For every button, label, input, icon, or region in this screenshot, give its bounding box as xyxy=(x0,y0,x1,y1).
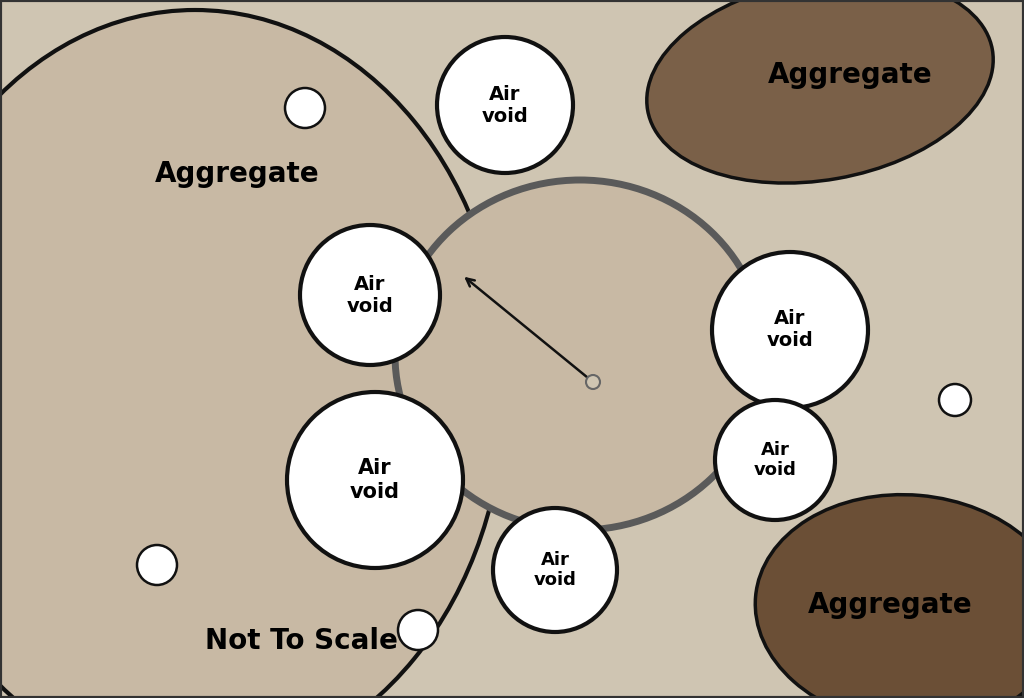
Circle shape xyxy=(398,610,438,650)
Ellipse shape xyxy=(287,392,463,568)
Text: Not To Scale: Not To Scale xyxy=(205,627,398,655)
Ellipse shape xyxy=(437,37,573,173)
Text: Air
void: Air void xyxy=(767,309,813,350)
Ellipse shape xyxy=(300,225,440,365)
Circle shape xyxy=(939,384,971,416)
Ellipse shape xyxy=(712,252,868,408)
Ellipse shape xyxy=(493,508,617,632)
Text: Air
void: Air void xyxy=(481,84,528,126)
Ellipse shape xyxy=(715,400,835,520)
Text: Air
void: Air void xyxy=(534,551,577,589)
Text: Air
void: Air void xyxy=(350,459,400,502)
Text: Aggregate: Aggregate xyxy=(768,61,932,89)
Text: Aggregate: Aggregate xyxy=(808,591,973,619)
Circle shape xyxy=(285,88,325,128)
Ellipse shape xyxy=(647,0,993,183)
Ellipse shape xyxy=(395,180,765,530)
Text: Air
void: Air void xyxy=(754,440,797,480)
Text: Air
void: Air void xyxy=(347,274,393,315)
Circle shape xyxy=(137,545,177,585)
Circle shape xyxy=(586,375,600,389)
Text: Aggregate: Aggregate xyxy=(155,160,319,188)
Ellipse shape xyxy=(756,495,1024,698)
Ellipse shape xyxy=(0,10,505,698)
